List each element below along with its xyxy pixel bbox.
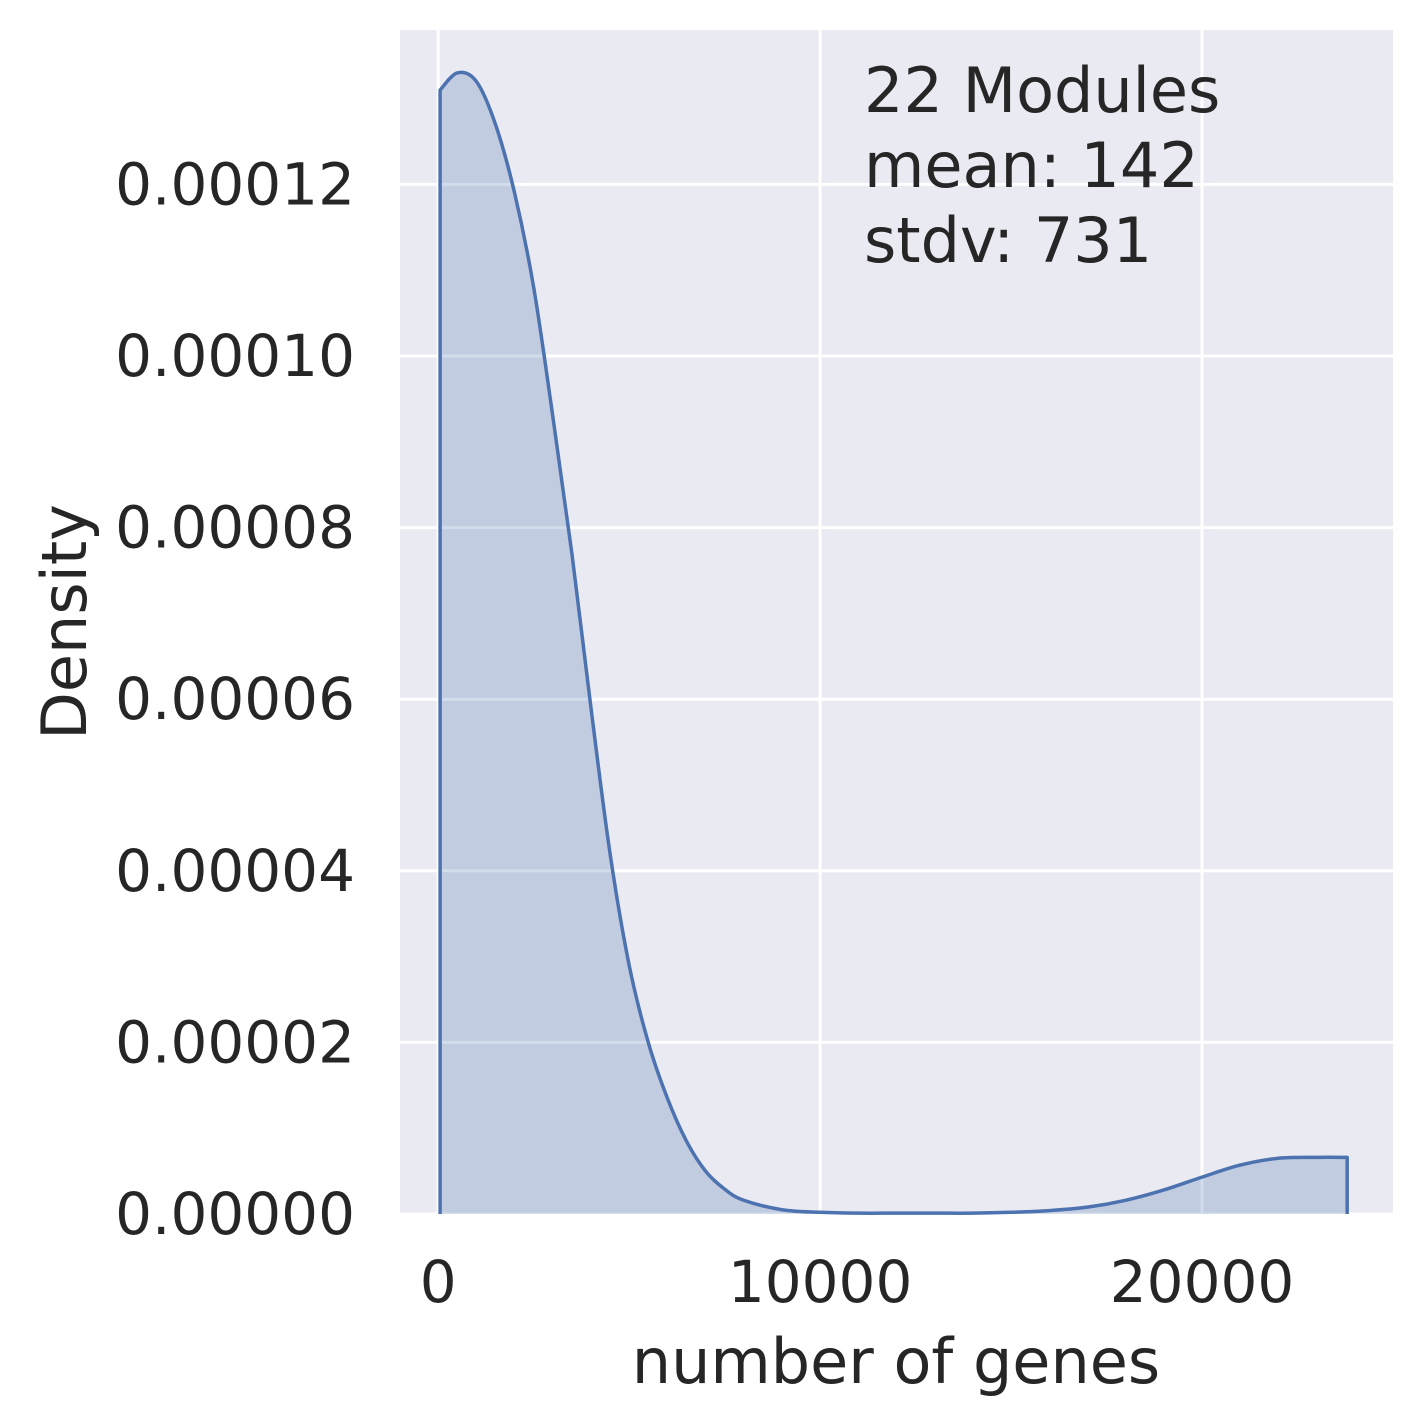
y-tick-label: 0.00006 — [115, 665, 355, 733]
density-area-fill — [440, 72, 1348, 1215]
y-tick-label: 0.00000 — [115, 1180, 355, 1248]
annotation-line-mean: mean: 142 — [864, 129, 1199, 202]
y-tick-labels: 0.00000 0.00002 0.00004 0.00006 0.00008 0.000… — [115, 150, 355, 1248]
annotation-line-modules: 22 Modules — [864, 54, 1220, 127]
y-tick-label: 0.00012 — [115, 150, 355, 218]
x-tick-labels: 0 10000 20000 — [420, 1248, 1295, 1316]
y-tick-label: 0.00010 — [115, 322, 355, 390]
x-tick-label: 0 — [420, 1248, 457, 1316]
x-tick-label: 10000 — [728, 1248, 913, 1316]
density-line — [438, 70, 1349, 1215]
x-axis-label: number of genes — [632, 1325, 1160, 1398]
stats-annotation: 22 Modules mean: 142 stdv: 731 — [864, 54, 1220, 277]
y-axis-label: Density — [28, 504, 101, 740]
grid-lines — [400, 30, 1393, 1216]
annotation-line-stdv: stdv: 731 — [864, 204, 1152, 277]
density-area-layer — [438, 70, 1349, 1215]
plot-background — [400, 30, 1393, 1214]
y-tick-label: 0.00002 — [115, 1008, 355, 1076]
x-tick-label: 20000 — [1110, 1248, 1295, 1316]
y-tick-label: 0.00004 — [115, 837, 355, 905]
y-tick-label: 0.00008 — [115, 494, 355, 562]
